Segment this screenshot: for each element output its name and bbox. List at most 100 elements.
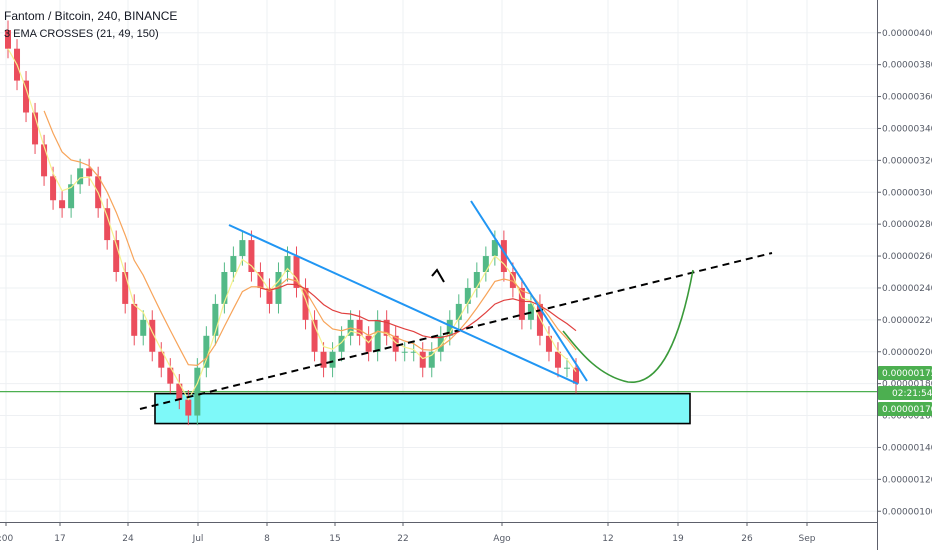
candle-body	[437, 335, 444, 352]
time-tick-label: Jul	[192, 534, 204, 544]
chart-grid	[0, 0, 877, 522]
candle-body	[194, 367, 201, 416]
current-price-tag-bg	[878, 402, 932, 416]
candle-body	[86, 168, 93, 177]
candle-body	[329, 351, 336, 368]
drawing-layer-back	[0, 390, 877, 425]
candle-body	[158, 351, 165, 368]
candle-body	[554, 351, 561, 368]
time-tick-label: Sep	[799, 534, 816, 544]
candle-body	[482, 256, 489, 272]
dashed-trendline	[139, 252, 773, 410]
candle-body	[491, 240, 498, 257]
support-price-tag-bg	[878, 366, 932, 380]
time-tick-label: :00	[0, 534, 14, 544]
chart-title: Fantom / Bitcoin, 240, BINANCE	[4, 9, 178, 23]
price-axis[interactable]: 0.00000100 0.00000120 0.00000140 0.00000160…	[877, 0, 932, 550]
candle-body	[131, 303, 138, 336]
time-tick-label: 8	[264, 534, 270, 544]
candle-body	[284, 256, 291, 272]
candle-body	[113, 240, 120, 272]
candle-body	[266, 287, 273, 304]
drawing-layer-front	[139, 200, 773, 410]
candle-body	[239, 240, 246, 257]
candle-body	[311, 319, 318, 352]
breakout-marker	[431, 268, 445, 283]
candle-body	[293, 256, 300, 288]
demand-zone-box	[154, 392, 691, 425]
price-tags: 0.00000175 02:21:54 0.00000170	[878, 366, 932, 416]
candle-body	[185, 399, 192, 416]
price-tick-label: 0.00000140	[882, 443, 932, 453]
candle-body	[365, 335, 372, 352]
support-price-tag: 0.00000175	[882, 369, 932, 379]
time-tick-label: 26	[741, 534, 753, 544]
candle-body	[573, 367, 579, 384]
candle-body	[419, 351, 426, 368]
price-tick-label: 0.00000200	[882, 348, 932, 358]
candle-body	[356, 319, 363, 336]
time-tick-label: Ago	[493, 534, 511, 544]
plot-background	[0, 0, 877, 522]
projection-curve	[562, 269, 694, 383]
price-tick-label: 0.00000400	[882, 29, 932, 39]
candle-body	[536, 303, 543, 336]
ema-slow-line	[260, 283, 577, 339]
price-tick-label: 0.00000240	[882, 284, 932, 294]
current-price-tag: 0.00000170	[882, 405, 932, 415]
time-tick-label: 19	[672, 534, 684, 544]
candle-body	[302, 287, 309, 320]
descending-trendline-2	[470, 200, 588, 382]
candle-body	[77, 168, 84, 185]
candle-body	[176, 383, 183, 400]
candle-body	[23, 80, 30, 113]
candle-body	[455, 303, 462, 320]
candle-body	[374, 319, 381, 352]
time-tick-label: 12	[602, 534, 613, 544]
price-tick-label: 0.00000220	[882, 316, 932, 326]
time-tick-label: 22	[397, 534, 408, 544]
candle-body	[68, 184, 75, 209]
candle-body	[122, 272, 129, 304]
candle-body	[167, 367, 174, 384]
candle-body	[257, 272, 264, 288]
candle-body	[563, 367, 570, 369]
time-axis[interactable]: :00 17 24 Jul 8 15 22 Ago 12 19 26 Sep	[0, 522, 877, 544]
candle-body	[212, 303, 219, 336]
price-tick-label: 0.00000160	[882, 412, 932, 422]
candle-body	[50, 176, 57, 201]
descending-trendline-1	[228, 224, 579, 385]
price-tick-label: 0.00000120	[882, 475, 932, 485]
price-tick-label: 0.00000280	[882, 220, 932, 230]
price-tick-label: 0.00000260	[882, 252, 932, 262]
candle-body	[41, 144, 48, 177]
candle-body	[545, 335, 552, 352]
candle-body	[149, 319, 156, 352]
candle-body	[446, 319, 453, 336]
countdown-tag-bg	[878, 386, 932, 400]
time-tick-label: 17	[54, 534, 65, 544]
price-tick-label: 0.00000180	[882, 380, 932, 390]
indicator-label[interactable]: 3 EMA CROSSES (21, 49, 150)	[4, 28, 159, 40]
candle-body	[32, 112, 39, 145]
candle-body	[518, 287, 525, 320]
candle-body	[473, 272, 480, 288]
candle-body	[230, 256, 237, 272]
candle-body	[383, 319, 390, 336]
candle-body	[203, 335, 210, 368]
countdown-tag: 02:21:54	[892, 389, 932, 399]
candle-body	[500, 240, 507, 272]
price-tick-label: 0.00000380	[882, 61, 932, 71]
candle-body	[320, 351, 327, 368]
candle-body	[392, 335, 399, 352]
candle-body	[248, 240, 255, 272]
candle-body	[509, 272, 516, 288]
candle-body	[221, 272, 228, 304]
candle-body	[104, 208, 111, 241]
candle-body	[410, 351, 417, 353]
time-tick-label: 15	[329, 534, 340, 544]
candle-body	[140, 319, 147, 336]
time-tick-label: 24	[122, 534, 134, 544]
candle-body	[464, 287, 471, 304]
